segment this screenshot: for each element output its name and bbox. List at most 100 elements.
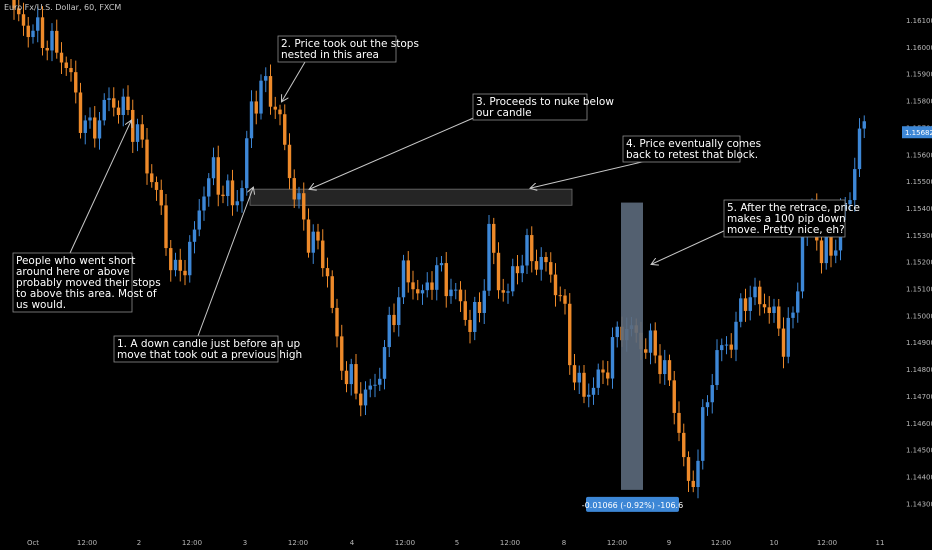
candle-body: [781, 328, 786, 357]
candle-body: [330, 276, 334, 308]
candle-body: [720, 345, 724, 351]
candle: [734, 311, 738, 362]
candle: [468, 309, 472, 344]
candle: [772, 298, 776, 323]
candle-body: [506, 291, 510, 293]
x-tick-label: 9: [667, 539, 671, 547]
candle: [192, 221, 197, 254]
candle-body: [743, 298, 748, 311]
candle-body: [207, 178, 211, 197]
candle-body: [349, 364, 353, 385]
x-tick-label: 12:00: [817, 539, 837, 547]
candle-body: [254, 101, 258, 114]
candle: [273, 96, 277, 119]
candle-body: [439, 263, 444, 266]
candle-body: [240, 188, 244, 202]
candle: [45, 40, 49, 61]
candle-body: [487, 223, 491, 291]
candle: [463, 289, 467, 326]
candle: [173, 252, 178, 277]
x-tick-label: 12:00: [77, 539, 97, 547]
x-tick-label: 12:00: [395, 539, 415, 547]
candle: [340, 324, 344, 380]
annotation-line: probably moved their stops: [16, 277, 161, 289]
candle: [558, 286, 562, 302]
candle: [216, 145, 220, 207]
candle: [743, 288, 748, 322]
candle-body: [74, 72, 78, 93]
candle: [102, 93, 106, 126]
candle-body: [316, 231, 320, 241]
candle-body: [235, 201, 239, 206]
candle: [753, 277, 757, 306]
candle-body: [610, 337, 615, 379]
arrow-note-2: [282, 61, 306, 101]
candle-body: [183, 270, 187, 276]
candle-body: [197, 210, 201, 230]
candle-body: [268, 76, 273, 107]
candle: [135, 118, 140, 152]
candle: [292, 169, 296, 208]
candle: [748, 285, 752, 321]
candle-body: [145, 139, 149, 174]
candle: [525, 228, 529, 274]
candle-body: [482, 290, 486, 313]
candle-body: [824, 235, 828, 264]
candle: [530, 226, 534, 273]
candle: [121, 88, 125, 127]
candle: [178, 248, 182, 282]
candle: [549, 252, 553, 283]
candle: [249, 90, 254, 148]
candle: [482, 279, 486, 325]
candle-body: [606, 372, 610, 379]
candle-body: [734, 321, 738, 350]
candle: [107, 87, 111, 112]
annotation-line: back to retest that block.: [626, 149, 758, 161]
candle: [392, 303, 396, 333]
candle-body: [539, 256, 543, 270]
candle: [658, 344, 662, 384]
candle-body: [530, 235, 534, 262]
candle: [473, 296, 477, 341]
candle-body: [306, 219, 311, 253]
annotation-box: [12, 252, 133, 313]
candle: [188, 235, 192, 283]
candle-body: [226, 180, 230, 197]
candle-body: [344, 370, 349, 385]
candle: [506, 283, 510, 304]
candle: [739, 293, 743, 328]
candle-body: [458, 289, 463, 302]
annotation-line: to above this area. Most of: [16, 288, 157, 300]
candle: [539, 247, 543, 281]
candle: [411, 270, 415, 300]
annotation-line: 4. Price eventually comes: [626, 138, 761, 150]
candle: [226, 174, 230, 207]
candle-body: [249, 101, 254, 139]
candle: [21, 2, 26, 36]
candle-body: [496, 252, 501, 291]
candle: [781, 317, 786, 369]
candle: [145, 128, 149, 185]
candle-body: [591, 387, 596, 395]
y-tick-label: 1.15100: [906, 286, 932, 294]
candle: [55, 19, 59, 59]
candle-body: [164, 205, 168, 249]
annotation-box: [113, 335, 279, 363]
candle: [164, 194, 168, 256]
candle: [245, 130, 249, 196]
y-tick-label: 1.16000: [906, 44, 932, 52]
candle-body: [701, 407, 705, 461]
candle: [653, 322, 657, 364]
measure-label: -0.01066 (-0.92%) -106.6: [582, 501, 683, 510]
candle-body: [354, 364, 358, 394]
candle-body: [677, 412, 681, 433]
candle: [26, 16, 30, 48]
annotation-line: 5. After the retrace, price: [727, 202, 860, 214]
x-tick-label: 12:00: [607, 539, 627, 547]
candle-body: [378, 378, 382, 385]
candle-body: [373, 384, 377, 386]
